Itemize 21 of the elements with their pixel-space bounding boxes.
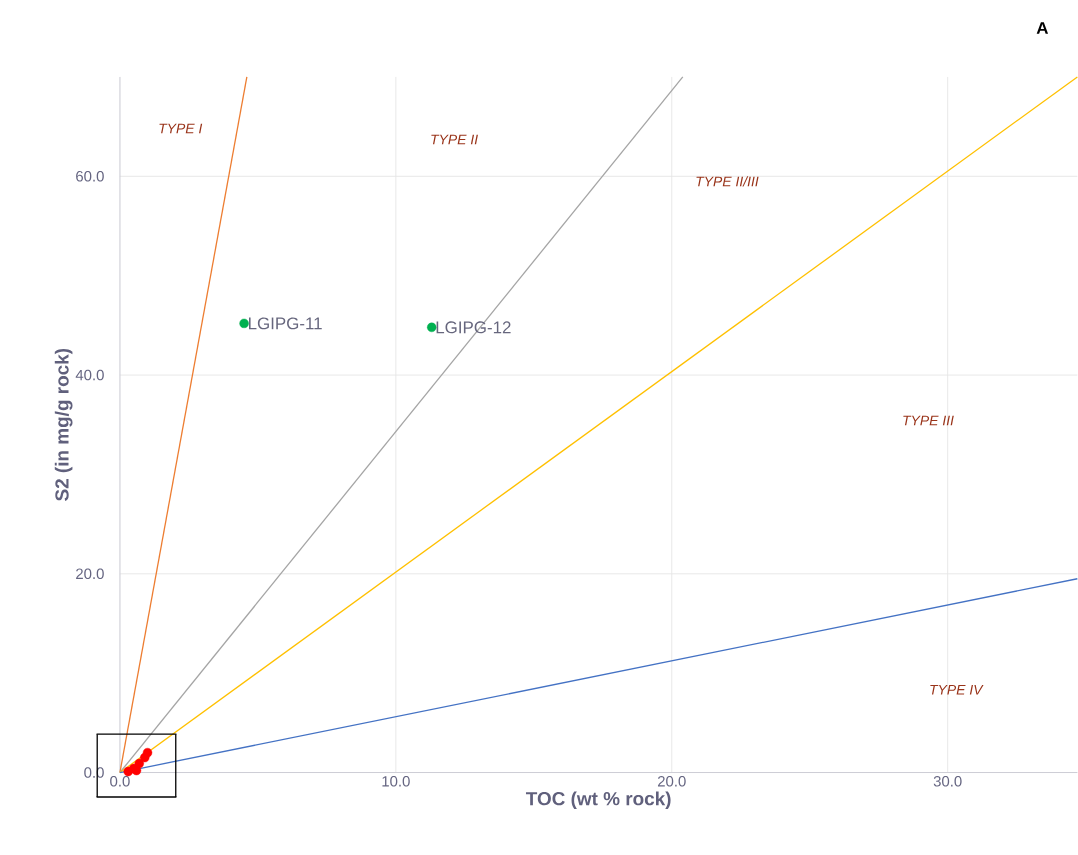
x-tick-label: 20.0 [657,775,686,787]
y-axis-title: S2 (in mg/g rock) [54,348,73,501]
point [134,758,144,769]
series-label: LGIPG-11 [249,317,322,330]
y-tick-label: 60.0 [76,170,104,182]
point [142,747,153,758]
series-label: LGIPG-12 [436,321,511,334]
point [427,322,437,332]
x-tick-label: 0.0 [110,775,130,787]
annotation: TYPE II [431,134,478,145]
chart-title: A [1036,21,1049,34]
annotation: TYPE IV [930,684,984,695]
y-tick-label: 40.0 [75,369,104,381]
x-tick-label: 30.0 [933,775,962,787]
annotation: TYPE III [903,415,954,426]
annotation: TYPE I [159,123,203,133]
y-tick-label: 20.0 [76,568,104,579]
x-axis-title: TOC (wt % rock) [525,791,671,809]
point [239,318,249,328]
x-tick-label: 10.0 [382,775,410,787]
annotation: TYPE II/III [696,175,759,187]
